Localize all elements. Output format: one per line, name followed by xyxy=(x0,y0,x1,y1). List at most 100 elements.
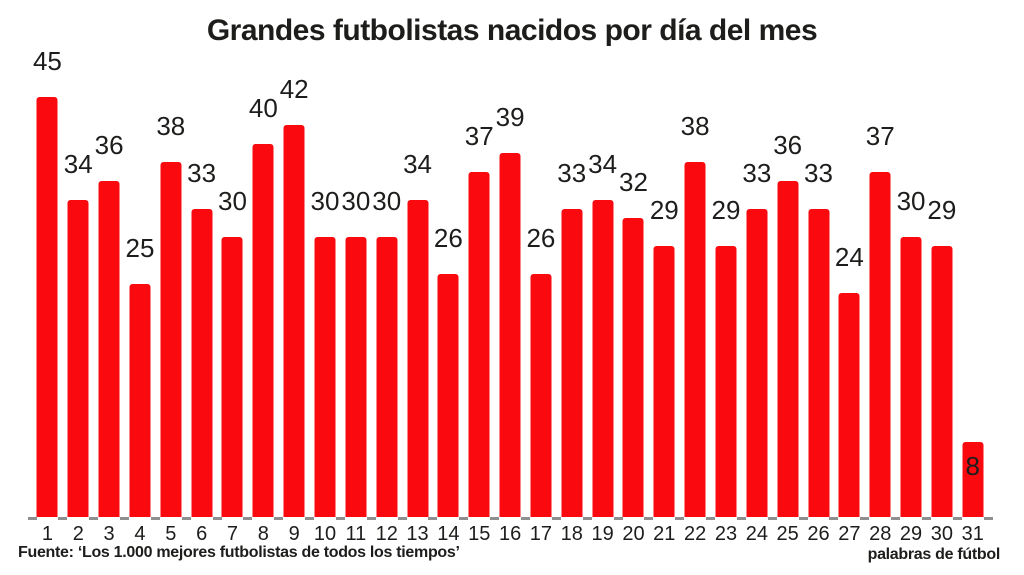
bar-value-label: 26 xyxy=(433,223,463,254)
bar-day-3 xyxy=(98,181,120,517)
x-axis-tick xyxy=(58,517,68,520)
bar-value-label: 29 xyxy=(711,195,741,226)
bar-column-24: 33 24 xyxy=(736,60,772,544)
bar-column-11: 30 11 xyxy=(335,60,371,544)
x-axis-tick xyxy=(582,517,592,520)
x-axis-label: 25 xyxy=(776,523,799,545)
x-axis-label: 18 xyxy=(560,523,583,545)
bar-day-7 xyxy=(221,237,243,517)
x-axis-label: 3 xyxy=(103,523,115,545)
bar-column-6: 33 6 xyxy=(181,60,217,544)
bar-value-label: 39 xyxy=(495,102,525,132)
x-axis-tick xyxy=(644,517,654,520)
bar-day-23 xyxy=(715,246,737,517)
x-axis-label: 28 xyxy=(869,523,892,545)
x-axis-tick xyxy=(397,517,407,520)
bar-column-27: 24 27 xyxy=(829,60,865,544)
x-axis-tick xyxy=(613,517,623,520)
x-axis-tick xyxy=(891,517,901,520)
bar-value-label: 29 xyxy=(649,195,679,226)
bar-day-1 xyxy=(36,97,58,517)
bar-day-17 xyxy=(530,274,552,517)
bar-column-26: 33 26 xyxy=(798,60,834,544)
bar-value-label: 33 xyxy=(804,158,833,188)
bar-day-24 xyxy=(746,209,768,517)
x-axis-tick xyxy=(921,517,931,520)
x-axis-label: 13 xyxy=(406,523,429,545)
bar-column-8: 40 8 xyxy=(243,60,279,544)
x-axis-label: 23 xyxy=(714,523,738,545)
x-axis-label: 2 xyxy=(72,523,84,545)
x-axis-label: 20 xyxy=(622,523,645,545)
x-axis-label: 31 xyxy=(961,523,984,545)
x-axis-tick xyxy=(366,517,376,520)
x-axis-tick xyxy=(798,517,808,520)
x-axis-label: 27 xyxy=(838,523,861,545)
bar-day-2 xyxy=(67,199,89,517)
x-axis-tick xyxy=(150,517,160,520)
x-axis-label: 6 xyxy=(196,523,208,545)
x-axis-tick xyxy=(952,517,962,520)
bar-value-label: 8 xyxy=(965,451,980,482)
bar-day-22 xyxy=(684,162,706,517)
bar-column-23: 29 23 xyxy=(706,60,742,544)
bar-column-21: 29 21 xyxy=(644,60,680,544)
x-axis-label: 5 xyxy=(165,523,177,545)
bar-value-label: 32 xyxy=(618,167,648,198)
bar-value-label: 34 xyxy=(403,148,433,179)
bar-column-15: 37 15 xyxy=(459,60,495,544)
bar-column-4: 25 4 xyxy=(120,60,156,544)
bar-day-25 xyxy=(777,181,799,517)
bar-day-31 xyxy=(962,442,984,517)
bar-column-30: 29 30 xyxy=(921,60,957,544)
x-axis-tick xyxy=(181,517,191,520)
x-axis-label: 7 xyxy=(226,523,239,545)
bar-chart-plot: 45 1 34 2 36 3 25 4 38 5 33 6 30 7 40 8 42 9 30 10 30 11 30 12 3… xyxy=(27,48,993,544)
bar-value-label: 29 xyxy=(927,195,957,226)
bar-column-17: 26 17 xyxy=(521,60,557,544)
bar-day-10 xyxy=(314,237,336,517)
x-axis-tick xyxy=(459,517,469,520)
bar-value-label: 30 xyxy=(310,186,340,216)
bar-column-12: 30 12 xyxy=(366,60,402,544)
bar-column-29: 30 29 xyxy=(891,60,927,544)
bar-value-label: 40 xyxy=(248,92,278,123)
bar-column-13: 34 13 xyxy=(397,60,433,544)
bar-column-25: 36 25 xyxy=(767,60,803,544)
x-axis-tick xyxy=(675,517,685,520)
bar-column-16: 39 16 xyxy=(490,60,526,544)
bar-value-label: 37 xyxy=(865,120,895,151)
x-axis-label: 15 xyxy=(468,523,491,545)
bar-value-label: 24 xyxy=(834,242,864,272)
bar-value-label: 30 xyxy=(341,186,371,216)
bar-day-26 xyxy=(808,209,830,517)
bar-column-14: 26 14 xyxy=(428,60,464,544)
x-axis-label: 8 xyxy=(257,523,269,545)
x-axis-tick xyxy=(521,517,530,520)
bar-value-label: 30 xyxy=(218,186,247,216)
x-axis-tick xyxy=(212,517,222,520)
bar-column-1: 45 1 xyxy=(27,48,63,544)
x-axis-label: 9 xyxy=(288,523,300,545)
bar-value-label: 45 xyxy=(32,46,62,76)
bar-day-5 xyxy=(160,162,182,517)
bar-column-7: 30 7 xyxy=(212,60,248,544)
x-axis-tick xyxy=(551,517,561,520)
x-axis-label: 16 xyxy=(498,523,522,545)
bar-value-label: 33 xyxy=(742,158,772,188)
chart-title: Grandes futbolistas nacidos por día del … xyxy=(206,14,818,47)
bar-day-13 xyxy=(407,199,429,517)
bar-day-28 xyxy=(869,171,891,517)
bar-value-label: 34 xyxy=(588,148,618,179)
bar-column-18: 33 18 xyxy=(551,60,587,544)
bar-day-27 xyxy=(838,293,860,517)
x-axis-tick xyxy=(829,517,839,520)
bar-column-31: 8 31 xyxy=(952,60,993,544)
bar-column-5: 38 5 xyxy=(150,60,186,544)
x-axis-label: 24 xyxy=(745,523,768,545)
bar-day-19 xyxy=(592,199,614,517)
source-note: Fuente: ‘Los 1.000 mejores futbolistas d… xyxy=(18,544,460,561)
x-axis-label: 14 xyxy=(437,523,460,545)
x-axis-tick xyxy=(706,517,716,520)
bar-value-label: 33 xyxy=(187,158,217,188)
